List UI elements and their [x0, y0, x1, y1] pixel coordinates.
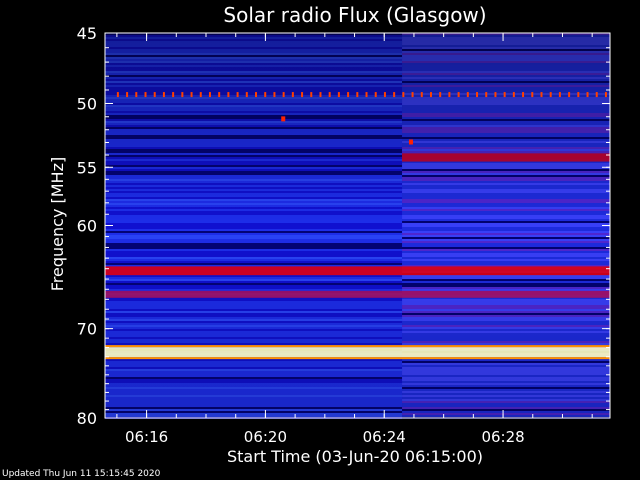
- interference-dot: [273, 92, 276, 98]
- interference-dot: [245, 92, 248, 98]
- emission-band: [105, 347, 610, 358]
- y-axis-label: Frequency [MHz]: [48, 157, 67, 291]
- interference-dot: [181, 92, 184, 98]
- interference-dot: [374, 92, 377, 98]
- burst-spot: [408, 139, 413, 145]
- interference-dot: [522, 92, 525, 98]
- emission-band: [105, 290, 610, 298]
- emission-band-edge: [105, 345, 610, 348]
- interference-dot: [466, 92, 469, 98]
- interference-dot: [448, 92, 451, 98]
- interference-dot: [208, 92, 211, 98]
- x-axis: 06:16 06:20 06:24 06:28: [116, 33, 593, 446]
- interference-dot: [162, 92, 165, 98]
- interference-dot: [116, 92, 119, 98]
- interference-dot: [144, 92, 147, 98]
- interference-dot: [301, 92, 304, 98]
- y-tick-label: 45: [77, 24, 97, 43]
- interference-dot: [485, 92, 488, 98]
- interference-dot: [595, 92, 598, 98]
- interference-dot: [402, 92, 405, 98]
- interference-dot: [420, 92, 423, 98]
- interference-dot: [190, 92, 193, 98]
- x-tick-label: 06:16: [125, 428, 168, 446]
- emission-band: [402, 153, 610, 162]
- interference-dot: [586, 92, 589, 98]
- x-axis-label: Start Time (03-Jun-20 06:15:00): [227, 447, 483, 466]
- x-tick-label: 06:28: [481, 428, 524, 446]
- interference-dot: [227, 92, 230, 98]
- interference-dot: [347, 92, 350, 98]
- interference-dot: [135, 92, 138, 98]
- interference-dot: [172, 92, 175, 98]
- interference-dot: [439, 92, 442, 98]
- interference-dot: [512, 92, 515, 98]
- interference-dot: [153, 92, 156, 98]
- interference-dot: [356, 92, 359, 98]
- emission-band-edge: [105, 357, 610, 360]
- y-tick-label: 50: [77, 95, 97, 114]
- interference-dot: [310, 92, 313, 98]
- interference-dot: [393, 92, 396, 98]
- interference-dot: [503, 92, 506, 98]
- y-tick-label: 55: [77, 158, 97, 177]
- interference-dot: [531, 92, 534, 98]
- interference-dot: [494, 92, 497, 98]
- interference-dot: [337, 92, 340, 98]
- y-tick-label: 60: [77, 217, 97, 236]
- interference-dot: [236, 92, 239, 98]
- interference-dot: [568, 92, 571, 98]
- interference-dot: [218, 92, 221, 98]
- interference-dot: [282, 92, 285, 98]
- interference-dot: [126, 92, 129, 98]
- interference-dot: [264, 92, 267, 98]
- interference-dot: [540, 92, 543, 98]
- y-tick-label: 80: [77, 409, 97, 428]
- interference-dot: [411, 92, 414, 98]
- y-axis: 45 50 55 60 70 80: [77, 24, 610, 428]
- interference-dot: [199, 92, 202, 98]
- interference-dot: [604, 92, 607, 98]
- plot-area: [104, 32, 611, 419]
- spectrogram-shading: [105, 33, 610, 418]
- update-timestamp: Updated Thu Jun 11 15:15:45 2020: [2, 469, 161, 479]
- x-tick-label: 06:20: [244, 428, 287, 446]
- interference-dot: [457, 92, 460, 98]
- interference-dot: [383, 92, 386, 98]
- interference-dot: [476, 92, 479, 98]
- interference-dot: [291, 92, 294, 98]
- interference-dot: [365, 92, 368, 98]
- interference-dot: [328, 92, 331, 98]
- emission-band: [105, 266, 610, 276]
- interference-dot: [558, 92, 561, 98]
- interference-dot: [255, 92, 258, 98]
- x-tick-label: 06:24: [363, 428, 406, 446]
- y-tick-label: 70: [77, 320, 97, 339]
- interference-dot: [429, 92, 432, 98]
- interference-dot: [549, 92, 552, 98]
- interference-dot: [319, 92, 322, 98]
- burst-spot: [281, 116, 286, 122]
- chart-title: Solar radio Flux (Glasgow): [223, 3, 486, 27]
- interference-dot: [577, 92, 580, 98]
